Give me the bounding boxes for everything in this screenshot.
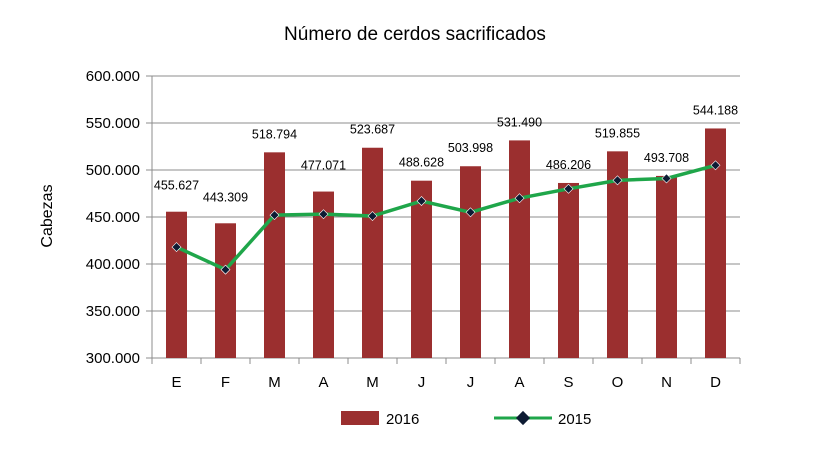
line-point-marker <box>171 242 182 253</box>
y-tick-label: 300.000 <box>86 350 140 367</box>
data-label: 455.627 <box>154 179 199 193</box>
line-point-marker <box>465 207 476 218</box>
line-point-marker <box>367 211 378 221</box>
x-tick-label: M <box>268 374 281 391</box>
x-tick-label: N <box>661 374 672 391</box>
bar <box>460 166 481 358</box>
y-axis-label: Cabezas <box>39 184 56 247</box>
bar <box>362 147 383 358</box>
legend-label-2016: 2016 <box>386 411 419 428</box>
x-tick-label: F <box>221 374 230 391</box>
line-point-marker <box>514 193 525 204</box>
data-label: 518.794 <box>252 127 297 141</box>
data-label: 503.998 <box>448 141 493 155</box>
series-line-2015 <box>175 163 716 272</box>
data-label: 523.687 <box>350 123 395 137</box>
x-tick-label: A <box>514 374 524 391</box>
chart-title: Número de cerdos sacrificados <box>284 24 546 45</box>
bar <box>264 152 285 358</box>
bar <box>509 140 530 358</box>
y-tick-label: 600.000 <box>86 68 140 85</box>
legend: 2016 2015 <box>341 410 591 428</box>
x-tick-label: O <box>612 374 624 391</box>
data-label: 544.188 <box>693 103 738 117</box>
bar <box>215 223 236 358</box>
data-label: 488.628 <box>399 156 444 170</box>
y-tick-label: 400.000 <box>86 256 140 273</box>
bar <box>656 175 677 358</box>
bar <box>411 180 432 358</box>
bar <box>705 128 726 358</box>
data-label: 531.490 <box>497 115 542 129</box>
data-label: 493.708 <box>644 151 689 165</box>
gridlines <box>146 75 741 364</box>
line-point-marker <box>416 196 427 206</box>
x-tick-label: J <box>467 374 475 391</box>
x-tick-label: D <box>710 374 721 391</box>
line-point-marker <box>710 160 721 171</box>
line-series <box>171 160 721 275</box>
data-label: 477.071 <box>301 159 346 173</box>
bar <box>607 151 628 358</box>
y-tick-label: 550.000 <box>86 115 140 132</box>
x-tick-label: E <box>171 374 181 391</box>
y-axis-ticks: 300.000 350.000 400.000 450.000 500.000 550.0… <box>86 68 140 367</box>
legend-marker-2015 <box>515 410 531 426</box>
line-point-marker <box>269 210 280 221</box>
line-point-marker <box>318 209 329 220</box>
bar <box>166 211 187 358</box>
x-tick-label: S <box>563 374 573 391</box>
line-point-marker <box>563 183 574 194</box>
x-tick-label: A <box>318 374 328 391</box>
bar <box>558 182 579 358</box>
legend-label-2015: 2015 <box>558 411 591 428</box>
x-tick-label: M <box>366 374 379 391</box>
legend-swatch-2016 <box>341 411 379 425</box>
line-point-marker <box>220 264 231 275</box>
line-point-marker <box>612 175 623 186</box>
line-point-marker <box>661 173 672 184</box>
x-tick-label: J <box>418 374 426 391</box>
data-label: 519.855 <box>595 126 640 140</box>
y-tick-label: 350.000 <box>86 303 140 320</box>
bar <box>313 191 334 358</box>
data-labels: 455.627 443.309 518.794 477.071 523.687 488.6… <box>154 103 738 204</box>
y-tick-label: 450.000 <box>86 209 140 226</box>
y-tick-label: 500.000 <box>86 162 140 179</box>
data-label: 486.206 <box>546 158 591 172</box>
data-label: 443.309 <box>203 190 248 204</box>
